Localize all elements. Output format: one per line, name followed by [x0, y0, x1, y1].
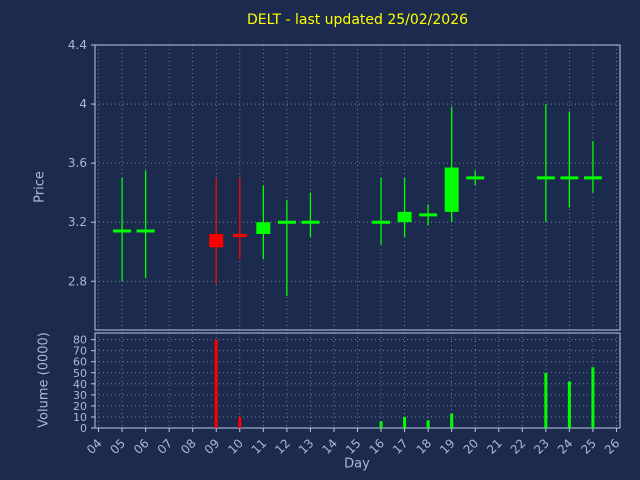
volume-tick-label: 50: [73, 367, 87, 380]
volume-tick-label: 40: [73, 378, 87, 391]
x-tick-label: 12: [272, 436, 293, 457]
x-tick-label: 11: [249, 436, 270, 457]
volume-tick-label: 0: [80, 422, 87, 435]
x-tick-label: 07: [155, 436, 176, 457]
volume-tick-label: 80: [73, 334, 87, 347]
x-tick-label: 15: [343, 436, 364, 457]
x-tick-label: 06: [131, 436, 152, 457]
candle-body: [232, 234, 247, 237]
volume-bar: [379, 421, 383, 428]
price-tick-label: 4: [79, 97, 87, 111]
candle-body: [256, 222, 271, 235]
x-tick-label: 23: [531, 436, 552, 457]
x-tick-label: 20: [461, 436, 482, 457]
x-tick-label: 21: [484, 436, 505, 457]
candle-body: [209, 234, 224, 248]
x-tick-label: 16: [366, 436, 387, 457]
volume-tick-label: 20: [73, 400, 87, 413]
volume-tick-label: 60: [73, 356, 87, 369]
x-tick-label: 14: [319, 436, 340, 457]
x-tick-label: 24: [555, 436, 576, 457]
x-tick-label: 09: [202, 436, 223, 457]
x-tick-label: 10: [225, 436, 246, 457]
x-tick-label: 19: [437, 436, 458, 457]
candle-body: [444, 167, 459, 212]
volume-bar: [426, 420, 430, 428]
x-tick-label: 05: [107, 436, 128, 457]
x-tick-label: 25: [578, 436, 599, 457]
price-tick-label: 4.4: [68, 38, 87, 52]
price-tick-label: 2.8: [68, 274, 87, 288]
price-panel-spine: [94, 44, 621, 331]
volume-bar: [544, 372, 548, 428]
x-tick-label: 18: [414, 436, 435, 457]
price-tick-label: 3.6: [68, 156, 87, 170]
day-axis-label: Day: [344, 456, 370, 472]
volume-bar: [403, 416, 407, 428]
x-tick-label: 17: [390, 436, 411, 457]
x-tick-label: 13: [296, 436, 317, 457]
volume-tick-label: 30: [73, 389, 87, 402]
x-tick-label: 04: [84, 436, 105, 457]
chart-title: DELT - last updated 25/02/2026: [246, 12, 469, 28]
volume-tick-label: 10: [73, 411, 87, 424]
volume-bar: [450, 413, 454, 428]
volume-tick-label: 70: [73, 345, 87, 358]
x-tick-label: 08: [178, 436, 199, 457]
price-tick-label: 3.2: [68, 215, 87, 229]
candle-body: [397, 211, 412, 223]
x-tick-label: 26: [602, 436, 623, 457]
volume-bar: [214, 339, 218, 428]
volume-bar: [591, 367, 595, 428]
x-tick-label: 22: [508, 436, 529, 457]
volume-bar: [238, 416, 242, 428]
volume-bar: [567, 381, 571, 428]
